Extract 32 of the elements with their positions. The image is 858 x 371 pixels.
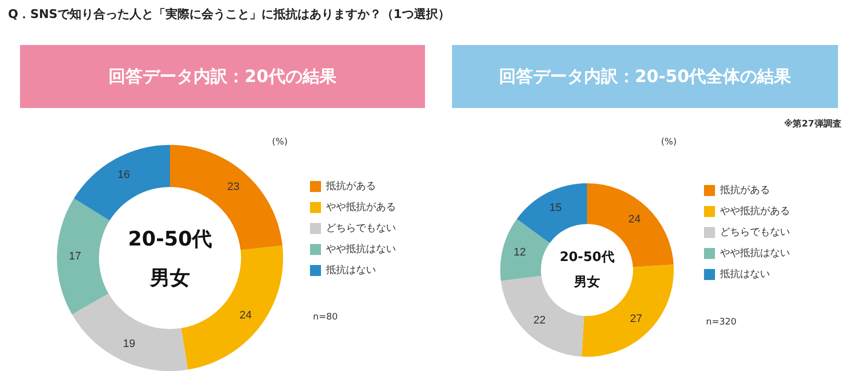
data-label: 23 xyxy=(227,181,240,194)
data-label: 15 xyxy=(549,202,562,214)
data-label: 12 xyxy=(514,246,526,259)
data-label: 24 xyxy=(240,310,252,322)
legend-label: やや抵抗がある xyxy=(326,201,396,213)
legend-label: やや抵抗がある xyxy=(720,205,790,217)
chart-title: 回答データ内訳：20代の結果 xyxy=(20,45,425,108)
data-label: 17 xyxy=(68,250,82,262)
data-label: 19 xyxy=(123,338,136,350)
text: ※第27弾調査 xyxy=(784,118,842,130)
text: (%) xyxy=(272,138,288,148)
legend-label: やや抵抗はない xyxy=(720,247,790,259)
text: n=320 xyxy=(706,318,737,328)
legend-label: 抵抗がある xyxy=(719,184,770,196)
legend-label: どちらでもない xyxy=(326,223,396,234)
text: 男女 xyxy=(573,275,600,290)
text: Q．SNSで知り合った人と「実際に会うこと」に抵抗はありますか？（1つ選択） xyxy=(8,6,450,23)
data-label: 24 xyxy=(628,213,641,226)
text: 20-50代 xyxy=(560,250,614,265)
text: n=80 xyxy=(313,312,338,322)
text: 20-50代 xyxy=(128,226,212,250)
text: 男女 xyxy=(149,266,190,290)
legend-label: 抵抗がある xyxy=(325,180,376,192)
text: (%) xyxy=(661,138,677,148)
legend-label: 抵抗はない xyxy=(325,264,376,276)
data-label: 27 xyxy=(630,313,642,326)
legend-label: やや抵抗はない xyxy=(326,243,396,255)
chart-title: 回答データ内訳：20-50代全体の結果 xyxy=(452,45,838,108)
data-label: 16 xyxy=(118,168,130,181)
data-label: 22 xyxy=(533,314,546,327)
legend-label: どちらでもない xyxy=(720,227,790,238)
legend-label: 抵抗はない xyxy=(719,268,770,280)
